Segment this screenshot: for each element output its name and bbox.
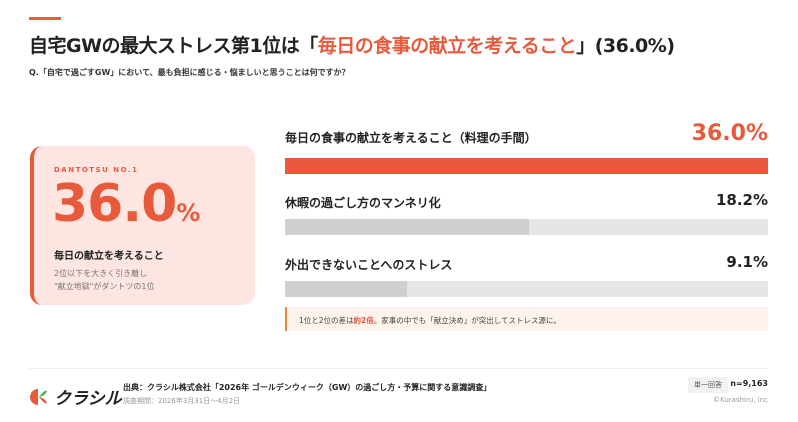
kurashiru-logo: クラシル (28, 384, 122, 409)
copyright: ©Kurashiru, inc (713, 396, 768, 404)
bar-track (285, 219, 768, 235)
page-title: 自宅GWの最大ストレス第1位は「毎日の食事の献立を考えること」(36.0%) (29, 35, 675, 57)
bar-row: 休暇の過ごし方のマンネリ化 18.2% (285, 191, 768, 241)
footer-divider (29, 368, 768, 369)
bar-value-label: 9.1% (726, 253, 768, 271)
title-highlight: 毎日の食事の献立を考えること (317, 35, 577, 57)
card-tag: DANTOTSU NO.1 (54, 166, 139, 174)
bar-track (285, 158, 768, 174)
bar-row: 外出できないことへのストレス 9.1% (285, 253, 768, 303)
bar-label: 休暇の過ごし方のマンネリ化 (285, 196, 441, 210)
bar (285, 158, 768, 174)
accent-line (29, 17, 61, 20)
card-value: 36.0% (52, 174, 200, 234)
insight-note: 1位と2位の差は約2倍。家事の中でも「献立決め」が突出してストレス源に。 (285, 307, 768, 331)
survey-question: Q.「自宅で過ごすGW」において、最も負担に感じる・悩ましいと思うことは何ですか… (29, 68, 350, 77)
logo-icon (30, 388, 47, 405)
survey-period: 調査期間：2026年3月31日〜4月2日 (123, 397, 241, 405)
bar (285, 281, 408, 297)
bar-value-label: 36.0% (691, 121, 768, 146)
source-text: 出典：クラシル株式会社「2026年 ゴールデンウィーク（GW）の過ごし方・予算に… (123, 383, 492, 392)
bar (285, 219, 530, 235)
bar-label: 外出できないことへのストレス (285, 258, 453, 272)
card-description: 2位以下を大きく引き離し "献立地獄"がダントツの1位 (54, 269, 155, 291)
answer-type-badge: 単一回答 (688, 377, 728, 393)
sample-size: n=9,163 (730, 379, 768, 388)
bar-label: 毎日の食事の献立を考えること（料理の手間） (285, 131, 537, 145)
bar-track (285, 281, 768, 297)
card-label: 毎日の献立を考えること (54, 251, 164, 262)
highlight-card: DANTOTSU NO.1 36.0% 毎日の献立を考えること 2位以下を大きく… (30, 146, 255, 305)
bar-row: 毎日の食事の献立を考えること（料理の手間） 36.0% (285, 121, 768, 175)
bar-value-label: 18.2% (715, 191, 768, 209)
